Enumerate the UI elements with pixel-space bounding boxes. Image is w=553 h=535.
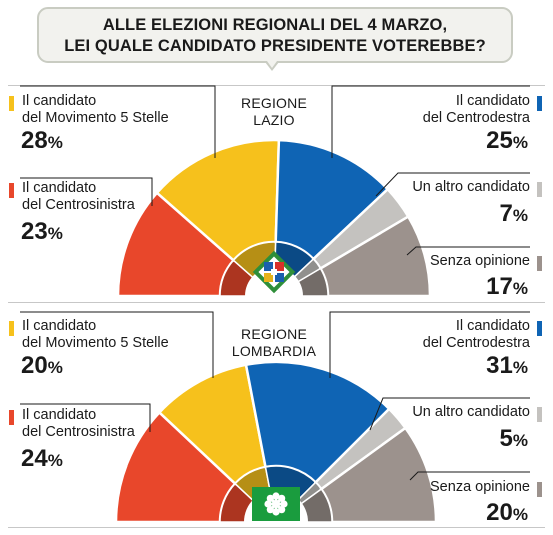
legend-swatch-senza-opinione-lazio xyxy=(537,256,542,271)
value-senza-opinione-lombardia-number: 20 xyxy=(486,499,513,526)
value-m5s-lombardia: 20% xyxy=(21,353,63,381)
leader-line-senza_opinione-1 xyxy=(409,471,530,481)
legend-label-m5s-line1: Il candidato xyxy=(22,318,97,334)
value-centrosinistra-lombardia: 24% xyxy=(21,446,63,474)
panel-middle-rule xyxy=(8,302,545,303)
value-centrodestra-lazio: 25% xyxy=(486,128,528,156)
leader-line-senza_opinione-0 xyxy=(406,246,530,256)
legend-label-senza-opinione-lazio: Senza opinione xyxy=(430,253,530,270)
percent-sign: % xyxy=(512,505,528,524)
value-altro-lazio-number: 7 xyxy=(499,200,513,227)
legend-label-m5s-line2: del Movimento 5 Stelle xyxy=(22,110,169,126)
leader-line-m5s-1 xyxy=(20,311,214,378)
leader-line-centrodestra-0 xyxy=(331,85,530,158)
value-senza-opinione-lazio-number: 17 xyxy=(486,273,513,300)
lombardia-emblem-icon xyxy=(252,487,300,521)
region-title-lombardia-line2: LOMBARDIA xyxy=(231,343,317,359)
percent-sign: % xyxy=(47,358,63,377)
legend-label-altro-line1: Un altro candidato xyxy=(412,404,530,420)
panel-top-rule xyxy=(8,85,545,86)
legend-swatch-centrosinistra-lombardia xyxy=(9,410,14,425)
legend-label-senza-opinione-line1: Senza opinione xyxy=(430,253,530,269)
percent-sign: % xyxy=(512,431,528,450)
region-title-lazio: REGIONE LAZIO xyxy=(232,95,316,129)
legend-swatch-centrosinistra-lazio xyxy=(9,183,14,198)
value-centrosinistra-lombardia-number: 24 xyxy=(21,445,48,472)
legend-label-m5s-lombardia: Il candidato del Movimento 5 Stelle xyxy=(22,318,169,352)
leader-line-altro-0 xyxy=(375,172,530,197)
value-altro-lombardia-number: 5 xyxy=(499,425,513,452)
legend-label-altro-lombardia: Un altro candidato xyxy=(412,404,530,421)
panel-bottom-rule xyxy=(8,527,545,528)
percent-sign: % xyxy=(512,358,528,377)
legend-label-senza-opinione-line1: Senza opinione xyxy=(430,479,530,495)
leader-line-centrosinistra-0 xyxy=(20,177,153,206)
legend-label-altro-line1: Un altro candidato xyxy=(412,179,530,195)
value-m5s-lazio: 28% xyxy=(21,128,63,156)
legend-label-m5s-lazio: Il candidato del Movimento 5 Stelle xyxy=(22,93,169,127)
question-line-1: ALLE ELEZIONI REGIONALI DEL 4 MARZO, xyxy=(102,16,448,34)
percent-sign: % xyxy=(512,133,528,152)
legend-label-centrodestra-lombardia: Il candidato del Centrodestra xyxy=(423,318,530,352)
leader-line-centrodestra-1 xyxy=(329,311,530,378)
value-centrosinistra-lazio: 23% xyxy=(21,219,63,247)
value-m5s-lombardia-number: 20 xyxy=(21,352,48,379)
legend-label-senza-opinione-lombardia: Senza opinione xyxy=(430,479,530,496)
legend-label-m5s-line1: Il candidato xyxy=(22,93,97,109)
value-centrodestra-lombardia: 31% xyxy=(486,353,528,381)
leader-line-altro-1 xyxy=(369,397,530,431)
value-centrosinistra-lazio-number: 23 xyxy=(21,218,48,245)
legend-swatch-altro-lazio xyxy=(537,182,542,197)
lazio-emblem-icon xyxy=(252,250,296,294)
percent-sign: % xyxy=(47,451,63,470)
legend-label-centrodestra-line1: Il candidato xyxy=(455,318,530,334)
region-title-lazio-line2: LAZIO xyxy=(253,112,295,128)
legend-label-centrosinistra-line1: Il candidato xyxy=(22,407,97,423)
value-centrodestra-lombardia-number: 31 xyxy=(486,352,513,379)
legend-label-centrodestra-line2: del Centrodestra xyxy=(422,110,530,126)
value-senza-opinione-lombardia: 20% xyxy=(486,500,528,528)
legend-label-centrosinistra-lazio: Il candidato del Centrosinistra xyxy=(22,180,135,214)
region-title-lazio-line1: REGIONE xyxy=(241,95,307,111)
legend-label-centrosinistra-lombardia: Il candidato del Centrosinistra xyxy=(22,407,135,441)
question-line-2: LEI QUALE CANDIDATO PRESIDENTE VOTEREBBE… xyxy=(64,37,486,55)
legend-swatch-centrodestra-lazio xyxy=(537,96,542,111)
legend-label-centrosinistra-line1: Il candidato xyxy=(22,180,97,196)
legend-swatch-altro-lombardia xyxy=(537,407,542,422)
value-altro-lombardia: 5% xyxy=(500,426,528,454)
leader-line-m5s-0 xyxy=(20,85,216,158)
percent-sign: % xyxy=(47,133,63,152)
legend-label-centrodestra-lazio: Il candidato del Centrodestra xyxy=(423,93,530,127)
percent-sign: % xyxy=(512,206,528,225)
value-altro-lazio: 7% xyxy=(500,201,528,229)
percent-sign: % xyxy=(512,279,528,298)
region-title-lombardia-line1: REGIONE xyxy=(241,326,307,342)
region-title-lombardia: REGIONE LOMBARDIA xyxy=(222,326,326,360)
legend-swatch-m5s-lombardia xyxy=(9,321,14,336)
legend-label-centrodestra-line1: Il candidato xyxy=(455,93,530,109)
legend-label-centrosinistra-line2: del Centrosinistra xyxy=(22,424,135,440)
legend-swatch-centrodestra-lombardia xyxy=(537,321,542,336)
question-box: ALLE ELEZIONI REGIONALI DEL 4 MARZO, LEI… xyxy=(37,7,513,63)
legend-label-centrosinistra-line2: del Centrosinistra xyxy=(22,197,135,213)
value-centrodestra-lazio-number: 25 xyxy=(486,127,513,154)
value-m5s-lazio-number: 28 xyxy=(21,127,48,154)
legend-label-altro-lazio: Un altro candidato xyxy=(412,179,530,196)
percent-sign: % xyxy=(47,224,63,243)
legend-label-centrodestra-line2: del Centrodestra xyxy=(422,335,530,351)
legend-swatch-senza-opinione-lombardia xyxy=(537,482,542,497)
value-senza-opinione-lazio: 17% xyxy=(486,274,528,302)
leader-line-centrosinistra-1 xyxy=(20,403,151,432)
question-pointer-fill xyxy=(267,61,277,68)
legend-swatch-m5s-lazio xyxy=(9,96,14,111)
legend-label-m5s-line2: del Movimento 5 Stelle xyxy=(22,335,169,351)
